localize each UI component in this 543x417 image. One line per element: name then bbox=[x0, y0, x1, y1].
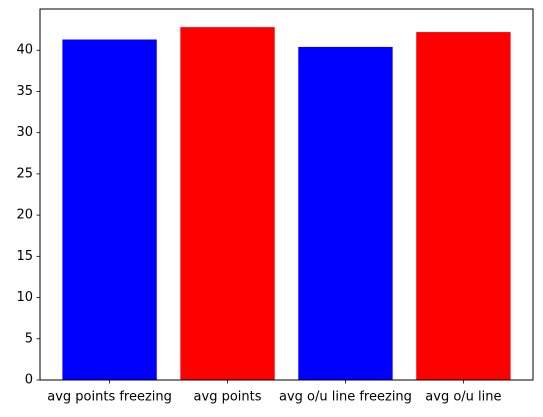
x-tick-label-1: avg points bbox=[194, 390, 262, 405]
y-tick-label-2: 10 bbox=[16, 290, 33, 305]
bar-2 bbox=[298, 46, 393, 381]
x-axis: avg points freezing avg points avg o/u lin… bbox=[47, 380, 502, 405]
y-tick-label-0: 0 bbox=[25, 373, 33, 388]
y-tick-label-7: 35 bbox=[16, 84, 33, 99]
bar-0 bbox=[62, 39, 157, 380]
y-tick-label-1: 5 bbox=[25, 331, 33, 346]
y-tick-label-3: 15 bbox=[16, 249, 33, 264]
y-tick-label-5: 25 bbox=[16, 166, 33, 181]
y-tick-label-8: 40 bbox=[16, 43, 33, 58]
y-tick-label-6: 30 bbox=[16, 125, 33, 140]
x-tick-label-3: avg o/u line bbox=[425, 390, 501, 405]
y-tick-label-4: 20 bbox=[16, 208, 33, 223]
plot-frame bbox=[39, 8, 534, 381]
bars-layer bbox=[62, 27, 511, 381]
bar-1 bbox=[180, 27, 275, 380]
x-tick-label-2: avg o/u line freezing bbox=[279, 390, 412, 405]
y-axis: 0 5 10 15 20 25 30 35 40 bbox=[16, 43, 40, 388]
bar-3 bbox=[416, 32, 511, 381]
x-tick-label-0: avg points freezing bbox=[47, 390, 172, 405]
